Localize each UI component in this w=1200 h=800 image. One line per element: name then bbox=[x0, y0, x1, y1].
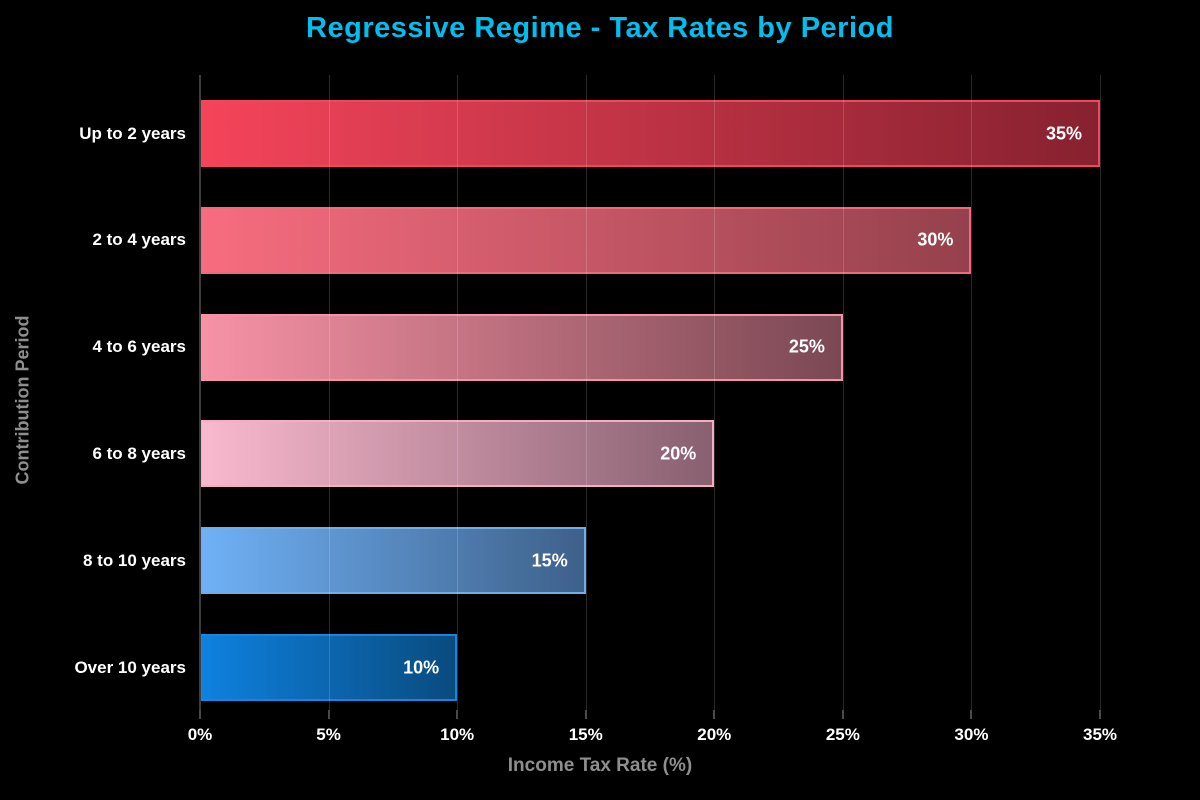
x-tick-label: 20% bbox=[697, 725, 732, 744]
bar-6: 10% bbox=[200, 634, 458, 701]
bar-value-label: 15% bbox=[531, 550, 568, 571]
category-label: 4 to 6 years bbox=[92, 337, 186, 357]
gridline-25% bbox=[842, 75, 844, 710]
x-tick-mark bbox=[970, 710, 973, 719]
y-axis-spine bbox=[199, 75, 201, 710]
x-tick-label: 15% bbox=[568, 725, 603, 744]
gridline-20% bbox=[714, 75, 716, 710]
category-label: 6 to 8 years bbox=[92, 443, 186, 463]
gridline-15% bbox=[585, 75, 587, 710]
x-tick-label: 5% bbox=[316, 725, 341, 744]
bar-2: 30% bbox=[200, 206, 972, 274]
x-tick-mark bbox=[199, 710, 201, 719]
gridline-10% bbox=[457, 75, 459, 710]
x-tick-label: 25% bbox=[825, 725, 860, 744]
x-tick-label: 10% bbox=[440, 725, 475, 744]
gridline-35% bbox=[1100, 75, 1101, 710]
x-tick-mark bbox=[456, 710, 459, 719]
x-axis-title: Income Tax Rate (%) bbox=[507, 755, 693, 776]
category-label: 2 to 4 years bbox=[92, 230, 186, 250]
bar-5: 15% bbox=[200, 527, 586, 595]
category-label: Over 10 years bbox=[74, 657, 186, 677]
x-tick-label: 35% bbox=[1082, 725, 1118, 744]
gridline-30% bbox=[971, 75, 973, 710]
plot-area: 0% 5% 10% 15% 20% 25% 30% 35% 35% 30% 25% 20% 15% 10% bbox=[188, 75, 1180, 744]
bar-value-label: 10% bbox=[403, 657, 440, 677]
x-tick-label: 0% bbox=[187, 725, 213, 744]
bar-3: 25% bbox=[200, 313, 843, 381]
bar-value-label: 35% bbox=[1045, 123, 1082, 143]
x-tick-mark bbox=[713, 710, 716, 719]
gridline-5% bbox=[328, 75, 330, 710]
bar-value-label: 25% bbox=[788, 336, 825, 357]
x-tick-mark bbox=[1099, 710, 1101, 719]
bar-value-label: 20% bbox=[660, 443, 697, 464]
x-tick-label: 30% bbox=[954, 725, 989, 744]
x-tick-mark bbox=[584, 710, 587, 719]
chart-title: Regressive Regime - Tax Rates by Period bbox=[306, 12, 894, 44]
bar-1: 35% bbox=[200, 100, 1100, 167]
bar-value-label: 30% bbox=[917, 229, 954, 250]
category-label: 8 to 10 years bbox=[82, 550, 186, 570]
x-tick-mark bbox=[327, 710, 330, 719]
category-label: Up to 2 years bbox=[79, 123, 186, 143]
x-tick-mark bbox=[841, 710, 844, 719]
bar-4: 20% bbox=[200, 420, 715, 488]
